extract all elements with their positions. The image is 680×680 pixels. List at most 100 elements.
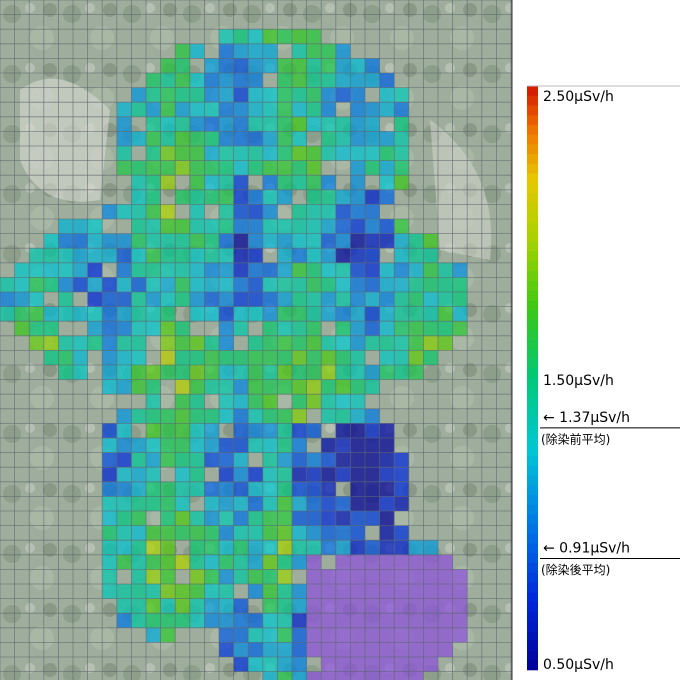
map-cell (219, 321, 234, 336)
map-cell (204, 599, 219, 614)
map-cell (292, 102, 307, 117)
map-cell (307, 467, 322, 482)
map-cell (350, 350, 365, 365)
map-cell (438, 613, 453, 628)
map-cell (234, 263, 249, 278)
map-cell (321, 642, 336, 657)
map-cell (423, 569, 438, 584)
map-cell (409, 540, 424, 555)
map-cell (394, 467, 409, 482)
map-cell (131, 248, 146, 263)
map-cell (204, 131, 219, 146)
map-cell (190, 438, 205, 453)
map-cell (263, 672, 278, 680)
map-cell (277, 642, 292, 657)
map-cell (263, 599, 278, 614)
map-cell (131, 526, 146, 541)
map-cell (131, 365, 146, 380)
map-cell (277, 102, 292, 117)
map-cell (336, 496, 351, 511)
map-cell (190, 380, 205, 395)
map-cell (29, 292, 44, 307)
map-cell (117, 263, 132, 278)
map-cell (307, 277, 322, 292)
map-cell (336, 613, 351, 628)
map-cell (204, 453, 219, 468)
map-cell (248, 365, 263, 380)
map-cell (219, 58, 234, 73)
map-cell (190, 613, 205, 628)
map-cell (321, 44, 336, 59)
map-cell (409, 599, 424, 614)
map-cell (219, 131, 234, 146)
map-cell (307, 336, 322, 351)
map-cell (394, 526, 409, 541)
color-band (527, 407, 538, 417)
map-cell (117, 350, 132, 365)
map-cell (263, 394, 278, 409)
map-cell (204, 88, 219, 103)
map-cell (117, 336, 132, 351)
map-cell (423, 642, 438, 657)
color-band (527, 339, 538, 349)
map-cell (336, 73, 351, 88)
color-band (527, 456, 538, 466)
color-band (527, 524, 538, 534)
color-band (527, 651, 538, 661)
map-cell (161, 131, 176, 146)
color-band (527, 641, 538, 651)
map-cell (161, 409, 176, 424)
map-cell (307, 642, 322, 657)
map-cell (175, 380, 190, 395)
average-label: ← 0.91μSv/h (543, 541, 630, 557)
map-cell (263, 117, 278, 132)
map-cell (131, 584, 146, 599)
map-cell (350, 613, 365, 628)
map-cell (117, 204, 132, 219)
map-cell (350, 204, 365, 219)
map-cell (234, 131, 249, 146)
map-cell (307, 117, 322, 132)
map-cell (73, 248, 88, 263)
map-cell (307, 321, 322, 336)
map-cell (146, 117, 161, 132)
map-cell (321, 599, 336, 614)
map-cell (277, 555, 292, 570)
map-cell (365, 628, 380, 643)
map-cell (263, 526, 278, 541)
map-cell (146, 248, 161, 263)
map-cell (88, 307, 103, 322)
color-band (527, 86, 538, 96)
color-band (527, 514, 538, 524)
map-cell (161, 73, 176, 88)
map-cell (292, 263, 307, 278)
map-cell (175, 88, 190, 103)
map-cell (409, 584, 424, 599)
map-cell (248, 423, 263, 438)
map-cell (175, 526, 190, 541)
map-cell (190, 190, 205, 205)
map-cell (102, 511, 117, 526)
map-cell (146, 613, 161, 628)
map-cell (15, 321, 30, 336)
map-cell (161, 584, 176, 599)
map-cell (292, 657, 307, 672)
map-cell (336, 190, 351, 205)
map-cell (190, 584, 205, 599)
map-cell (365, 219, 380, 234)
map-cell (190, 482, 205, 497)
map-cell (58, 277, 73, 292)
map-cell (248, 73, 263, 88)
map-cell (321, 350, 336, 365)
map-cell (146, 73, 161, 88)
map-cell (102, 321, 117, 336)
map-cell (380, 453, 395, 468)
map-cell (336, 438, 351, 453)
map-cell (336, 599, 351, 614)
map-cell (394, 88, 409, 103)
map-cell (263, 307, 278, 322)
map-cell (321, 365, 336, 380)
map-cell (277, 511, 292, 526)
map-cell (88, 234, 103, 249)
map-cell (423, 336, 438, 351)
